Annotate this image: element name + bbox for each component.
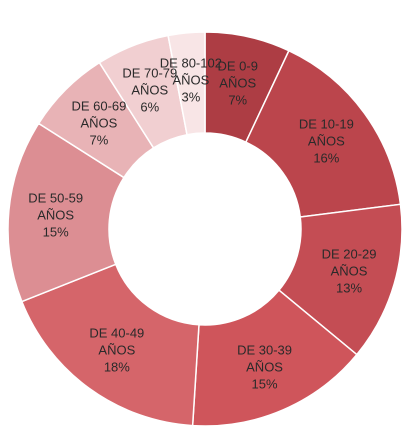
value-label: 3%	[181, 89, 201, 105]
slice-label: DE 60-69 AÑOS 7%	[62, 97, 136, 148]
donut-slice	[20, 263, 200, 427]
value-label: 16%	[313, 150, 340, 166]
value-label: 13%	[336, 280, 363, 296]
value-label: 15%	[251, 376, 278, 392]
category-label: DE 40-49 AÑOS	[89, 325, 145, 358]
slice-label: DE 10-19 AÑOS 16%	[289, 115, 363, 166]
donut-slice	[244, 49, 402, 218]
slice-label: DE 20-29 AÑOS 13%	[312, 245, 386, 296]
category-label: DE 80-102 AÑOS	[159, 55, 222, 88]
category-label: DE 10-19 AÑOS	[298, 116, 354, 149]
value-label: 6%	[140, 99, 160, 115]
slice-label: DE 40-49 AÑOS 18%	[80, 325, 154, 376]
slice-label: DE 80-102 AÑOS 3%	[154, 54, 228, 105]
category-label: DE 50-59 AÑOS	[28, 190, 84, 223]
value-label: 15%	[42, 224, 69, 240]
category-label: DE 0-9 AÑOS	[217, 58, 258, 91]
slice-label: DE 70-79 AÑOS 6%	[113, 64, 187, 115]
category-label: DE 70-79 AÑOS	[122, 65, 178, 98]
donut-slice	[167, 31, 206, 136]
value-label: 7%	[228, 92, 248, 108]
value-label: 18%	[103, 359, 130, 375]
slice-label: DE 30-39 AÑOS 15%	[228, 341, 302, 392]
slice-label: DE 50-59 AÑOS 15%	[19, 189, 93, 240]
slice-label: DE 0-9 AÑOS 7%	[201, 57, 275, 108]
category-label: DE 60-69 AÑOS	[71, 98, 127, 131]
value-label: 7%	[89, 132, 109, 148]
category-label: DE 20-29 AÑOS	[321, 246, 377, 279]
category-label: DE 30-39 AÑOS	[237, 342, 293, 375]
